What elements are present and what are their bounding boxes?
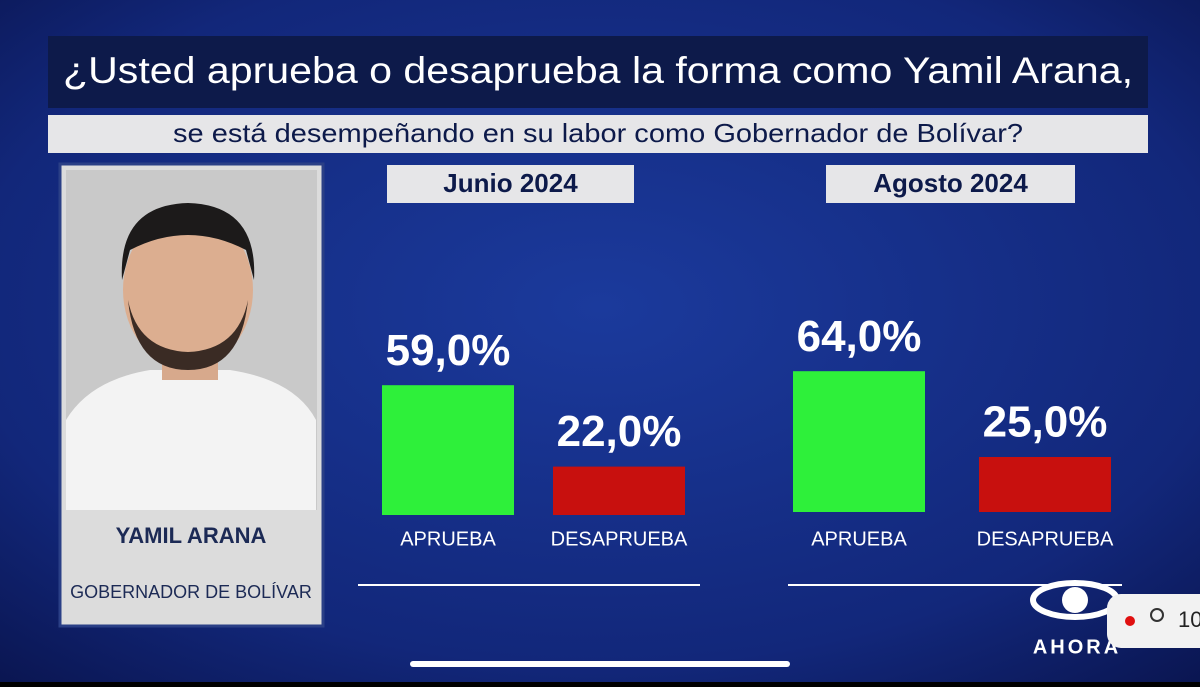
category-label: DESAPRUEBA xyxy=(551,528,688,550)
viewer-count: 10 xyxy=(1178,607,1200,632)
photo-beard xyxy=(128,300,248,370)
panel-title: Agosto 2024 xyxy=(873,168,1028,198)
live-dot xyxy=(1125,616,1135,626)
viewer-icon xyxy=(1150,608,1164,622)
category-label: APRUEBA xyxy=(811,528,907,550)
photo-shirt xyxy=(66,370,316,510)
photo-hair xyxy=(121,203,255,280)
question-line1: ¿Usted aprueba o desaprueba la forma com… xyxy=(63,50,1133,91)
value-label: 59,0% xyxy=(386,326,511,375)
category-label: APRUEBA xyxy=(400,528,496,550)
logo-text: AHORA xyxy=(1033,636,1121,658)
value-label: 25,0% xyxy=(983,398,1108,447)
value-label: 64,0% xyxy=(797,312,922,361)
person-name: YAMIL ARANA xyxy=(116,523,267,548)
question-subbar xyxy=(48,115,1148,153)
home-indicator xyxy=(410,661,790,667)
panel-title: Junio 2024 xyxy=(443,168,578,198)
value-label: 22,0% xyxy=(557,407,682,456)
panel-header xyxy=(387,165,634,203)
category-label: DESAPRUEBA xyxy=(977,528,1114,550)
logo-dot xyxy=(1062,587,1088,613)
bar xyxy=(553,466,685,515)
question-line2: se está desempeñando en su labor como Go… xyxy=(173,118,1023,148)
bar xyxy=(793,371,925,512)
question-bar xyxy=(48,36,1148,108)
panel-header xyxy=(826,165,1075,203)
bar xyxy=(979,457,1111,512)
bar xyxy=(382,385,514,515)
person-role: GOBERNADOR DE BOLÍVAR xyxy=(70,582,312,602)
photo-face xyxy=(123,212,253,368)
